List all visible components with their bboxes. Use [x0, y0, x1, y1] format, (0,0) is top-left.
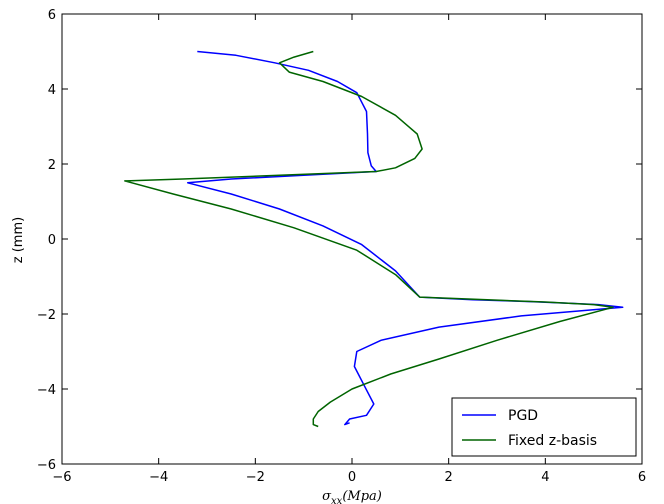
legend-label-1: Fixed z-basis: [508, 433, 597, 449]
series-layer: [124, 50, 624, 428]
plot-area: [61, 13, 643, 465]
x-tick-label: 4: [541, 470, 549, 485]
x-tick-label: −2: [246, 470, 265, 485]
series-line-1: [124, 50, 614, 428]
y-tick-label: 0: [48, 233, 56, 248]
y-tick-label: 4: [48, 83, 56, 98]
legend: PGD Fixed z-basis: [451, 397, 637, 457]
x-axis-label: σxx(Mpa): [322, 489, 382, 504]
plot-frame: [61, 13, 643, 465]
y-tick-label: 6: [48, 8, 56, 23]
y-tick-label: −2: [37, 308, 56, 323]
legend-label-0: PGD: [508, 408, 538, 424]
x-tick-label: −6: [52, 470, 71, 485]
y-tick-label: −4: [37, 383, 56, 398]
y-axis-label: z (mm): [11, 217, 26, 263]
x-tick-label: 6: [638, 470, 646, 485]
ticks-layer: −6 −4 −2 0 2 4 6 −6 −4 −2 0 2 4 6: [37, 8, 646, 485]
x-tick-label: 0: [348, 470, 356, 485]
legend-box: [451, 397, 637, 457]
x-tick-label: 2: [445, 470, 453, 485]
y-tick-label: −6: [37, 458, 56, 473]
x-tick-label: −4: [149, 470, 168, 485]
series-line-0: [186, 50, 624, 426]
y-tick-label: 2: [48, 158, 56, 173]
